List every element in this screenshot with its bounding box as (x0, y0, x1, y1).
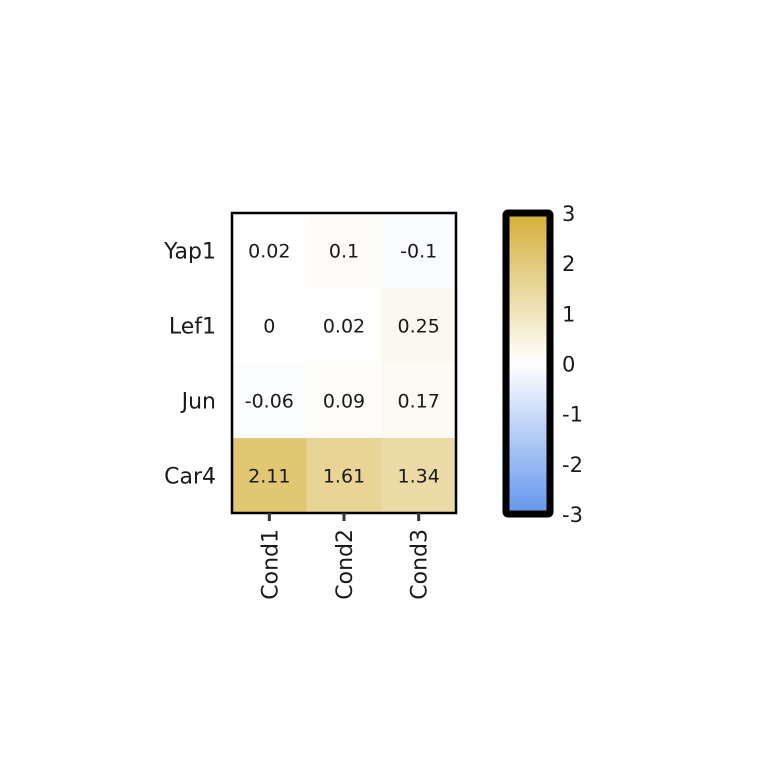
cell-value-label: 1.61 (323, 466, 365, 488)
cell-value-label: 1.34 (398, 466, 440, 488)
heatmap-cell (232, 363, 308, 439)
heatmap-cell (232, 438, 308, 514)
colorbar-tick-label: -1 (562, 403, 583, 427)
heatmap-cell (306, 288, 382, 364)
row-label: Car4 (164, 465, 216, 490)
colorbar-tick-label: -2 (562, 453, 583, 477)
heatmap-cells (232, 213, 457, 514)
column-label: Cond2 (333, 529, 358, 600)
cell-value-label: 0 (263, 316, 275, 338)
heatmap-cell (306, 363, 382, 439)
column-ticks (267, 513, 421, 521)
column-label: Cond3 (408, 529, 433, 600)
column-label: Cond1 (258, 529, 283, 600)
heatmap-cell (232, 213, 308, 289)
cell-value-label: 0.25 (398, 316, 440, 338)
heatmap-cell (381, 363, 457, 439)
heatmap-cell (306, 438, 382, 514)
cell-value-label: 0.17 (398, 391, 440, 413)
cell-value-label: 2.11 (248, 466, 290, 488)
cell-value-label: -0.06 (245, 391, 294, 413)
colorbar (502, 209, 554, 518)
colorbar-tick-label: 1 (562, 302, 575, 326)
colorbar-tick-label: 2 (562, 252, 575, 276)
cell-value-label: 0.02 (248, 241, 290, 263)
heatmap-cell-labels: 0.02 0.1 -0.1 0 0.02 0.25 -0.06 0.09 0.17 2.11 1.6… (245, 241, 440, 488)
heatmap-cell (381, 438, 457, 514)
cell-value-label: 0.1 (329, 241, 359, 263)
colorbar-gradient (502, 209, 554, 518)
row-label: Lef1 (169, 315, 216, 340)
colorbar-tick-labels: 3 2 1 0 -1 -2 -3 (562, 202, 583, 527)
heatmap-cell (232, 288, 308, 364)
heatmap-cell (381, 213, 457, 289)
column-labels: Cond1 Cond2 Cond3 (258, 529, 432, 600)
row-label: Jun (180, 390, 216, 415)
cell-value-label: 0.02 (323, 316, 365, 338)
row-labels: Yap1 Lef1 Jun Car4 (163, 240, 216, 490)
colorbar-tick-label: 0 (562, 353, 575, 377)
heatmap-cell (306, 213, 382, 289)
cell-value-label: -0.1 (400, 241, 437, 263)
colorbar-tick-label: 3 (562, 202, 575, 226)
colorbar-tick-label: -3 (562, 503, 583, 527)
heatmap-cell (381, 288, 457, 364)
row-label: Yap1 (163, 240, 216, 265)
cell-value-label: 0.09 (323, 391, 365, 413)
